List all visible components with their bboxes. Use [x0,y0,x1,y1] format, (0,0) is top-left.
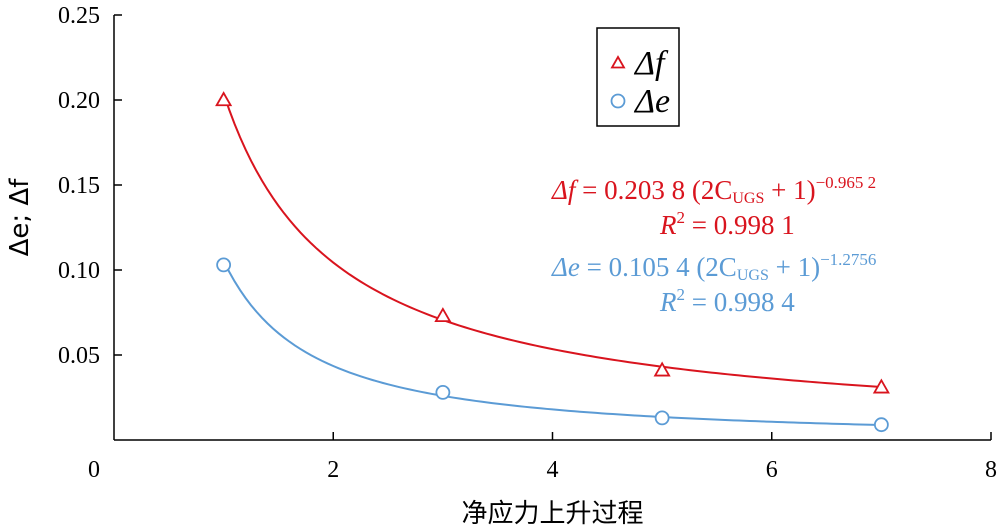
legend-circle-icon [610,93,626,109]
y-axis-title: Δe; Δf [5,178,35,257]
fit-curves [222,93,882,427]
legend-box [596,27,680,127]
x-tick-label: 8 [985,457,997,483]
y-tick-label: 0.05 [58,343,100,369]
x-tick-label: 2 [327,457,339,483]
fit-r-squared: R2 = 0.998 1 [659,208,795,240]
circle-marker [873,417,889,433]
circle-marker [435,384,451,400]
circle-marker [216,257,232,273]
x-axis-title: 净应力上升过程 [461,499,643,529]
circle-marker [654,410,670,426]
x-tick-label: 6 [766,457,778,483]
fit-curve [222,93,882,389]
fit-r-squared: R2 = 0.998 4 [659,285,795,317]
fit-equations: Δf = 0.203 8 (2CUGS + 1)−0.965 2R2 = 0.9… [551,173,876,317]
legend-label: Δe [633,83,670,120]
axes: 0.05 0.10 0.15 0.20 0.25 0 2 4 6 8 净应力上升过程 Δe; Δf [5,3,997,529]
y-tick-label: 0.20 [58,88,100,114]
triangle-marker [434,307,452,323]
legend-triangle-icon [610,55,626,69]
x-tick-label: 0 [88,457,100,483]
y-tick-label: 0.15 [58,173,100,199]
x-tick-label: 4 [547,457,559,483]
fit-equation: Δe = 0.105 4 (2CUGS + 1)−1.2756 [551,250,876,284]
fit-curve [222,260,882,427]
y-tick-label: 0.10 [58,258,100,284]
triangle-marker [653,361,671,377]
data-markers [215,91,890,433]
triangle-marker [872,378,890,394]
y-tick-label: 0.25 [58,3,100,29]
legend-label: Δf [633,45,669,82]
triangle-marker [215,91,233,107]
fit-equation: Δf = 0.203 8 (2CUGS + 1)−0.965 2 [551,173,876,207]
